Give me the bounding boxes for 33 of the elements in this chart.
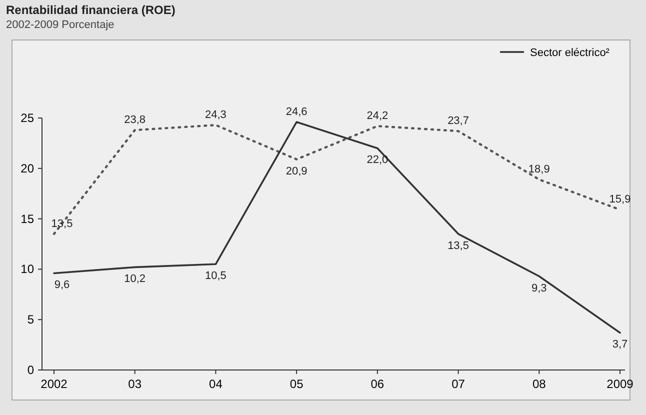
data-label: 24,3 [205, 109, 226, 122]
data-label: 15,9 [609, 194, 631, 206]
x-tick-label: 08 [532, 377, 546, 391]
legend-label: Sector eléctrico² [530, 47, 610, 59]
data-label: 13,5 [448, 240, 469, 252]
y-tick-label: 15 [20, 212, 34, 226]
y-tick-label: 0 [27, 363, 34, 377]
data-label: 9,3 [531, 282, 547, 294]
x-tick-label: 03 [128, 377, 142, 391]
data-label: 13,5 [51, 218, 73, 230]
data-label: 23,8 [124, 114, 146, 126]
data-label: 23,7 [448, 115, 469, 128]
data-label: 24,2 [366, 110, 388, 122]
chart-subtitle: 2002-2009 Porcentaje [6, 19, 114, 31]
x-tick-label: 07 [452, 377, 466, 391]
x-tick-label: 05 [290, 377, 304, 391]
data-label: 10,5 [205, 270, 226, 282]
data-label: 18,9 [528, 163, 550, 176]
y-tick-label: 10 [20, 262, 34, 276]
data-label: 9,6 [54, 279, 70, 292]
y-tick-label: 20 [20, 161, 34, 176]
data-label: 20,9 [286, 165, 308, 178]
data-label: 10,2 [124, 273, 146, 286]
data-label: 24,6 [286, 106, 308, 118]
data-label: 3,7 [612, 338, 628, 351]
data-label: 22,0 [366, 154, 388, 166]
x-tick-label: 06 [370, 377, 384, 391]
x-tick-label: 04 [209, 377, 223, 391]
x-tick-label: 2002 [40, 377, 68, 391]
x-tick-label: 2009 [606, 377, 634, 391]
y-tick-label: 25 [20, 111, 34, 125]
y-tick-label: 5 [27, 312, 34, 327]
chart-title: Rentabilidad financiera (ROE) [6, 3, 176, 17]
